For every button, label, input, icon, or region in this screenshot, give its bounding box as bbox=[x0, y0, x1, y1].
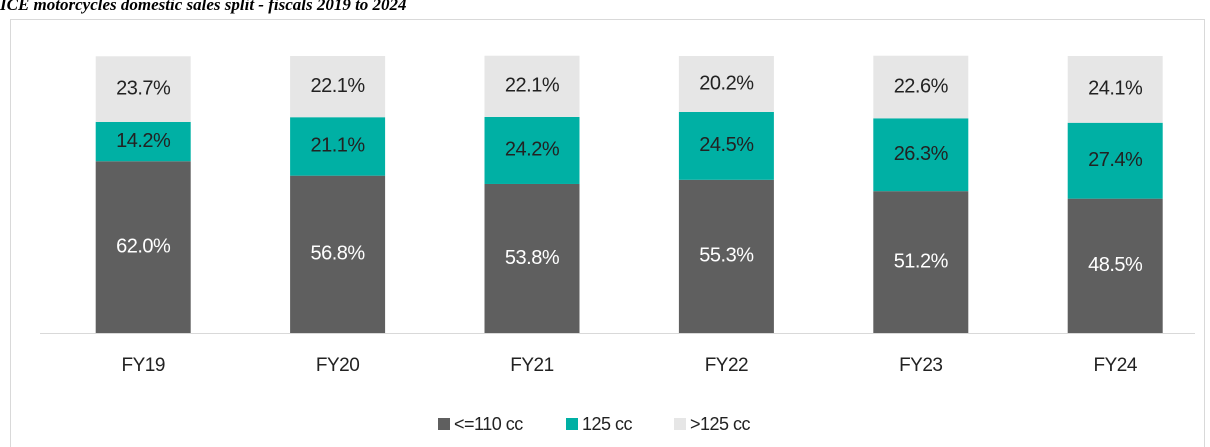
data-label: 22.1% bbox=[505, 75, 560, 97]
bar-segment bbox=[678, 111, 774, 180]
bar-segment bbox=[678, 179, 774, 333]
x-tick-label: FY21 bbox=[510, 355, 553, 376]
data-label: 55.3% bbox=[699, 245, 754, 267]
bar-segment bbox=[95, 161, 191, 333]
bar-segment bbox=[1067, 56, 1163, 123]
bar-segment bbox=[873, 55, 969, 119]
bar-segment bbox=[290, 175, 386, 333]
data-label: 48.5% bbox=[1088, 254, 1143, 276]
data-label: 26.3% bbox=[894, 143, 949, 165]
data-label: 14.2% bbox=[116, 130, 171, 152]
bar-segment bbox=[484, 55, 580, 117]
bar-segment bbox=[873, 191, 969, 333]
bar-segment bbox=[484, 116, 580, 184]
data-label: 56.8% bbox=[310, 243, 365, 265]
bar-segment bbox=[290, 117, 386, 176]
bar-segment bbox=[95, 121, 191, 162]
legend-swatch bbox=[438, 418, 450, 430]
bar-segment bbox=[290, 56, 386, 118]
data-label: 24.1% bbox=[1088, 78, 1143, 100]
chart-title: ICE motorcycles domestic sales split - f… bbox=[0, 0, 407, 14]
legend-swatch bbox=[566, 418, 578, 430]
x-tick-label: FY23 bbox=[899, 355, 942, 376]
x-tick-label: FY19 bbox=[121, 355, 164, 376]
data-label: 24.2% bbox=[505, 139, 560, 161]
data-label: 51.2% bbox=[894, 250, 949, 272]
data-label: 23.7% bbox=[116, 77, 171, 99]
x-tick-label: FY24 bbox=[1093, 355, 1137, 376]
data-label: 22.1% bbox=[310, 75, 365, 97]
bar-segment bbox=[678, 56, 774, 112]
x-tick-label: FY20 bbox=[316, 355, 359, 376]
legend-label: >125 cc bbox=[690, 414, 751, 434]
bar-segment bbox=[95, 56, 191, 122]
bar-segment bbox=[873, 118, 969, 192]
data-label: 27.4% bbox=[1088, 149, 1143, 171]
bar-segment bbox=[1067, 198, 1163, 333]
data-label: 21.1% bbox=[310, 135, 365, 157]
data-label: 53.8% bbox=[505, 247, 560, 269]
legend-label: 125 cc bbox=[582, 414, 633, 434]
data-label: 22.6% bbox=[894, 75, 949, 97]
data-label: 24.5% bbox=[699, 134, 754, 156]
chart-frame bbox=[10, 19, 1205, 447]
legend-swatch bbox=[674, 418, 686, 430]
bar-segment bbox=[1067, 122, 1163, 199]
legend-label: <=110 cc bbox=[454, 414, 523, 434]
bar-segment bbox=[484, 183, 580, 333]
x-tick-label: FY22 bbox=[705, 355, 748, 376]
data-label: 62.0% bbox=[116, 235, 171, 257]
data-label: 20.2% bbox=[699, 72, 754, 94]
